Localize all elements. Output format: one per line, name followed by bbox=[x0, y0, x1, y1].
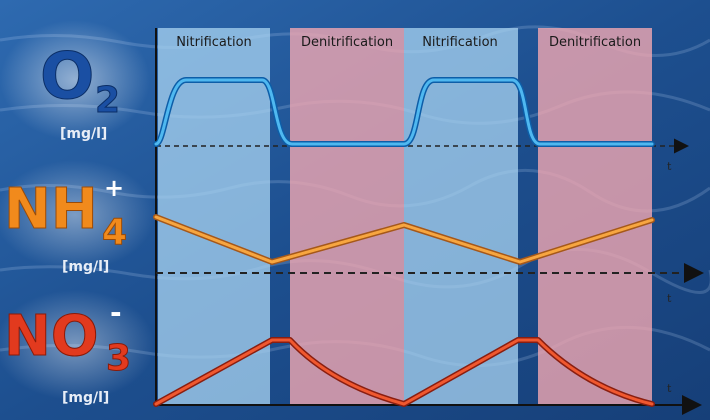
nh4-unit: [mg/l] bbox=[62, 259, 109, 275]
phase-bands bbox=[158, 28, 652, 406]
no3-curve-highlight bbox=[154, 338, 654, 406]
nh4-label-glow bbox=[0, 160, 155, 270]
nh4-superscript: + bbox=[104, 174, 124, 202]
no3-subscript: 3 bbox=[106, 338, 131, 379]
phase-labels: Nitrification Denitrification Nitrificat… bbox=[176, 35, 641, 50]
o2-axis-t: t bbox=[667, 160, 672, 173]
band-denitrification-2 bbox=[538, 28, 652, 406]
o2-symbol: O bbox=[40, 40, 94, 114]
no3-superscript: - bbox=[110, 296, 122, 329]
no3-axis-t: t bbox=[667, 382, 672, 395]
phase-label-1: Nitrification bbox=[176, 35, 252, 50]
phase-label-2: Denitrification bbox=[301, 35, 393, 50]
o2-curve-highlight bbox=[154, 78, 654, 146]
phase-label-4: Denitrification bbox=[549, 35, 641, 50]
no3-label-glow bbox=[0, 290, 155, 400]
nh4-symbol: NH bbox=[4, 177, 98, 242]
o2-label-glow bbox=[0, 20, 150, 140]
band-denitrification-1 bbox=[290, 28, 404, 406]
phase-label-3: Nitrification bbox=[422, 35, 498, 50]
o2-unit: [mg/l] bbox=[60, 126, 107, 142]
nh4-axis-t: t bbox=[667, 292, 672, 305]
nh4-curve-highlight bbox=[154, 215, 654, 264]
nh4-subscript: 4 bbox=[102, 212, 127, 253]
no3-unit: [mg/l] bbox=[62, 390, 109, 406]
no3-symbol: NO bbox=[4, 304, 98, 369]
o2-subscript: 2 bbox=[95, 80, 120, 121]
